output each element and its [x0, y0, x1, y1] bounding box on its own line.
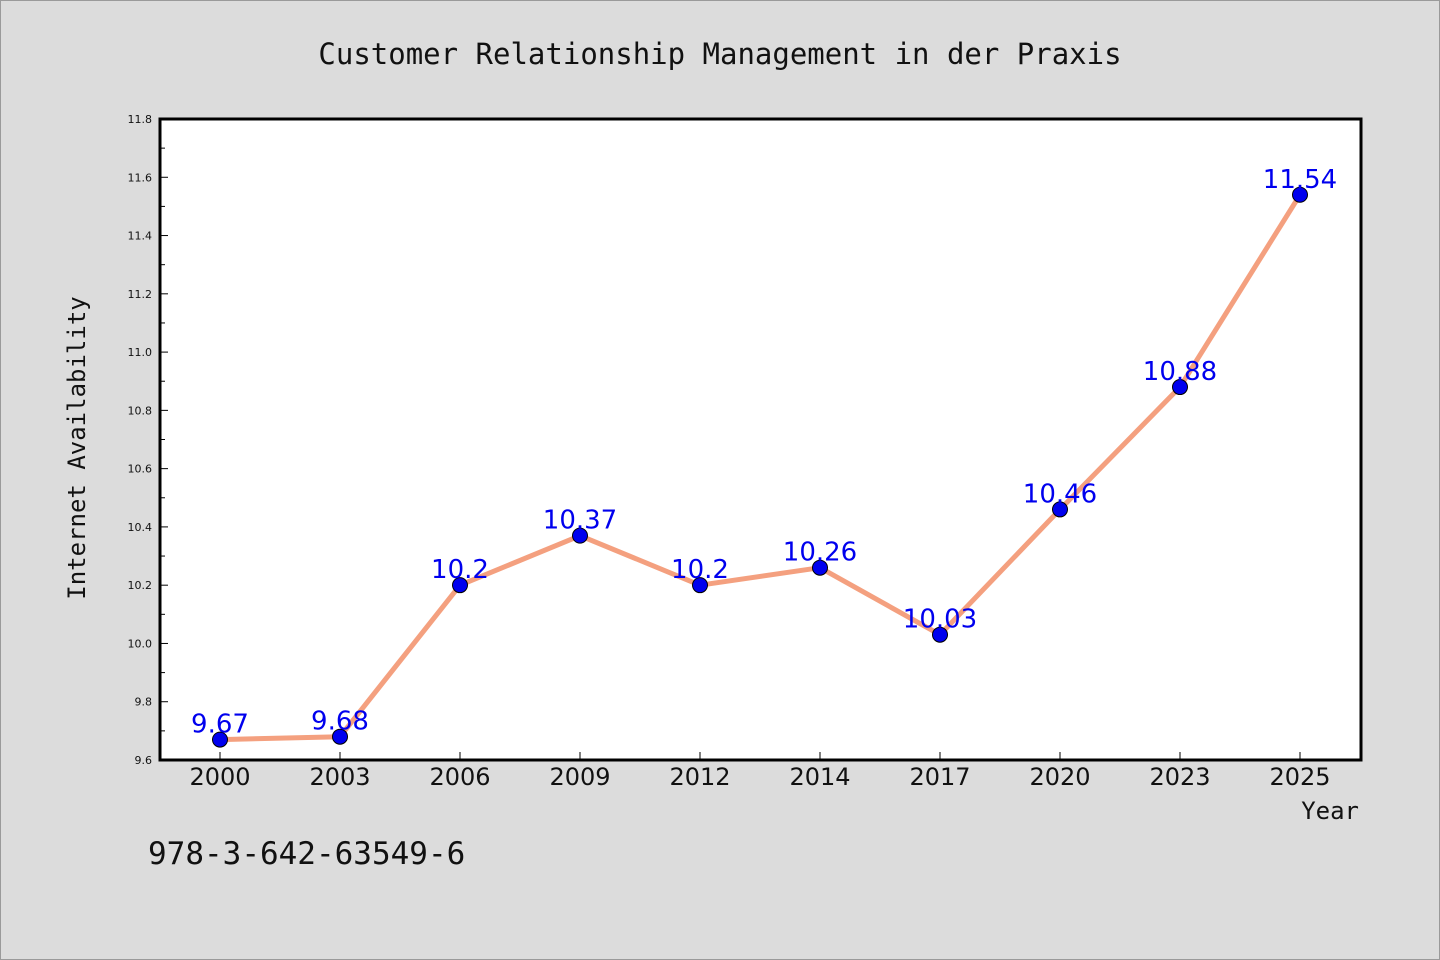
series-line — [217, 192, 1303, 743]
x-tick-label: 2017 — [909, 763, 970, 791]
data-point — [572, 527, 588, 544]
data-point — [692, 577, 708, 594]
x-tick-label: 2003 — [309, 763, 370, 791]
data-point — [812, 559, 828, 576]
y-tick-label: 10.2 — [128, 579, 153, 592]
chart-title: Customer Relationship Management in der … — [318, 37, 1121, 71]
x-tick-label: 2009 — [549, 763, 610, 791]
data-label: 10.37 — [543, 506, 617, 536]
data-label: 10.2 — [671, 555, 729, 585]
x-axis-label: Year — [1301, 797, 1359, 825]
data-point — [1172, 379, 1188, 396]
data-point — [1052, 501, 1068, 518]
x-tick-label: 2020 — [1029, 763, 1090, 791]
y-axis: 9.6 9.8 10.0 10.2 10.4 10.6 10.8 11.0 11.2 11.4 11… — [128, 113, 168, 767]
data-label: 10.03 — [903, 605, 977, 635]
y-tick-label: 10.4 — [128, 521, 153, 534]
x-tick-label: 2000 — [189, 763, 250, 791]
data-point — [1292, 186, 1308, 203]
data-label: 9.67 — [191, 710, 249, 740]
y-tick-label: 9.8 — [135, 696, 153, 709]
data-label: 10.26 — [783, 538, 857, 568]
y-tick-label: 10.8 — [128, 404, 153, 417]
data-label-layer: 9.67 9.68 10.2 10.37 10.2 10.26 10.03 10.46 10.8… — [191, 165, 1337, 740]
y-axis-label: Internet Availability — [63, 296, 91, 599]
series-layer — [212, 186, 1308, 748]
y-tick-label: 11.2 — [128, 288, 153, 301]
x-tick-label: 2006 — [429, 763, 490, 791]
data-point — [932, 626, 948, 643]
x-tick-label: 2025 — [1269, 763, 1330, 791]
y-tick-label: 11.8 — [128, 113, 153, 126]
data-label: 10.88 — [1143, 357, 1217, 387]
y-tick-label: 9.6 — [135, 754, 153, 767]
y-tick-label: 10.0 — [128, 637, 153, 650]
data-point — [212, 731, 228, 748]
plot-area — [158, 117, 1363, 762]
data-label: 10.46 — [1023, 479, 1097, 509]
data-point — [452, 577, 468, 594]
x-tick-label: 2023 — [1149, 763, 1210, 791]
x-tick-label: 2014 — [789, 763, 850, 791]
isbn-text: 978-3-642-63549-6 — [148, 836, 465, 872]
y-tick-label: 11.4 — [128, 230, 153, 243]
data-label: 11.54 — [1263, 165, 1337, 195]
x-tick-label: 2012 — [669, 763, 730, 791]
y-tick-label: 10.6 — [128, 463, 153, 476]
data-label: 9.68 — [311, 707, 369, 737]
y-tick-label: 11.0 — [128, 346, 153, 359]
y-tick-label: 11.6 — [128, 171, 153, 184]
x-axis: 2000 2003 2006 2009 2012 2014 2017 2020 2023 2025 — [189, 752, 1331, 791]
data-label: 10.2 — [431, 555, 489, 585]
data-point — [332, 728, 348, 745]
